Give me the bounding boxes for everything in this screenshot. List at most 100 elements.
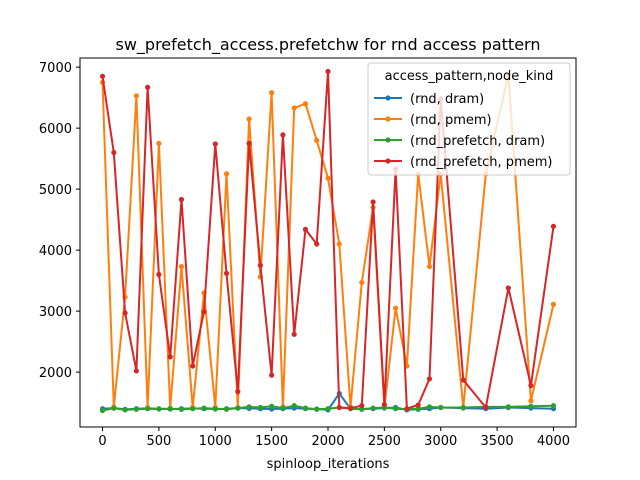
data-point	[269, 372, 275, 378]
data-point	[269, 403, 275, 409]
data-point	[201, 309, 207, 315]
x-tick-label: 1500	[255, 434, 288, 449]
y-tick-label: 2000	[39, 366, 72, 381]
x-tick-label: 3500	[481, 434, 514, 449]
data-point	[111, 149, 117, 156]
data-point	[133, 406, 139, 412]
x-tick-label: 2500	[368, 434, 401, 449]
data-point	[426, 376, 433, 382]
data-point	[145, 84, 151, 90]
x-tick-label: 0	[98, 434, 106, 449]
data-point	[505, 404, 511, 410]
data-point	[359, 403, 365, 409]
data-point	[190, 363, 196, 369]
legend-swatch-marker	[385, 137, 391, 143]
data-point	[291, 105, 297, 111]
chart-title: sw_prefetch_access.prefetchw for rnd acc…	[116, 35, 541, 55]
x-axis: 0 500 1000 1500 2000 2500 3000 3500 4000	[98, 427, 570, 449]
data-point	[223, 270, 230, 276]
data-point	[336, 241, 342, 247]
data-point	[190, 406, 196, 412]
data-point	[291, 331, 297, 337]
data-point	[359, 406, 365, 412]
data-point	[212, 141, 218, 147]
plot-area	[99, 68, 557, 414]
data-point	[336, 404, 342, 411]
legend-item-label: (rnd_prefetch, pmem)	[410, 155, 552, 170]
data-point	[550, 301, 557, 308]
data-point	[438, 404, 444, 411]
data-point	[325, 175, 331, 181]
data-point	[415, 402, 421, 408]
legend-swatch-marker	[385, 116, 391, 122]
data-point	[156, 406, 162, 412]
data-point	[156, 271, 162, 278]
data-point	[528, 403, 534, 409]
data-point	[370, 405, 376, 411]
data-point	[426, 404, 433, 410]
legend-item-label: (rnd, dram)	[410, 92, 484, 107]
data-point	[235, 389, 241, 395]
data-point	[550, 403, 557, 409]
data-point	[223, 406, 230, 412]
data-point	[167, 406, 173, 412]
y-tick-label: 7000	[39, 61, 72, 76]
data-point	[280, 405, 286, 411]
legend: access_pattern,node_kind (rnd, dram) (rnd…	[367, 62, 571, 176]
data-point	[111, 405, 117, 411]
legend-swatch-marker	[385, 158, 391, 164]
data-point	[291, 403, 297, 409]
x-tick-label: 2000	[311, 434, 344, 449]
data-point	[393, 406, 399, 412]
data-point	[483, 404, 489, 411]
series-2	[99, 403, 557, 414]
data-point	[302, 405, 309, 411]
data-point	[167, 354, 173, 360]
data-point	[223, 171, 230, 177]
series-line	[101, 70, 555, 410]
data-point	[314, 241, 320, 247]
data-point	[325, 68, 331, 75]
legend-box	[367, 62, 571, 176]
x-axis-label: spinloop_iterations	[267, 457, 390, 472]
data-point	[325, 406, 331, 412]
y-axis: 2000 3000 4000 5000 6000 7000	[39, 61, 80, 381]
legend-title: access_pattern,node_kind	[385, 69, 554, 84]
data-point	[178, 196, 185, 203]
data-point	[212, 406, 218, 412]
series-line	[101, 73, 555, 410]
data-point	[246, 140, 252, 146]
data-point	[381, 401, 387, 408]
data-point	[99, 407, 106, 414]
data-point	[460, 377, 466, 383]
y-tick-label: 3000	[39, 305, 72, 320]
data-point	[235, 405, 241, 411]
data-point	[314, 137, 320, 143]
legend-item-label: (rnd, pmem)	[410, 113, 492, 128]
legend-item-label: (rnd_prefetch, dram)	[410, 134, 545, 149]
data-point	[99, 73, 106, 79]
data-point	[133, 93, 139, 99]
data-point	[347, 405, 354, 411]
data-point	[550, 223, 557, 229]
data-point	[302, 226, 309, 232]
data-point	[528, 398, 534, 404]
x-tick-label: 3000	[424, 434, 457, 449]
data-point	[246, 116, 252, 122]
x-tick-label: 4000	[537, 434, 570, 449]
data-point	[269, 90, 275, 96]
data-point	[122, 407, 128, 413]
series-3	[99, 68, 557, 412]
data-point	[505, 285, 511, 291]
data-point	[257, 262, 263, 268]
data-point	[122, 310, 128, 316]
data-point	[201, 405, 207, 411]
data-point	[426, 263, 433, 270]
data-point	[133, 368, 139, 374]
data-point	[370, 199, 376, 205]
x-tick-label: 1000	[199, 434, 232, 449]
data-point	[156, 140, 162, 146]
data-point	[178, 263, 185, 270]
data-point	[404, 406, 410, 412]
